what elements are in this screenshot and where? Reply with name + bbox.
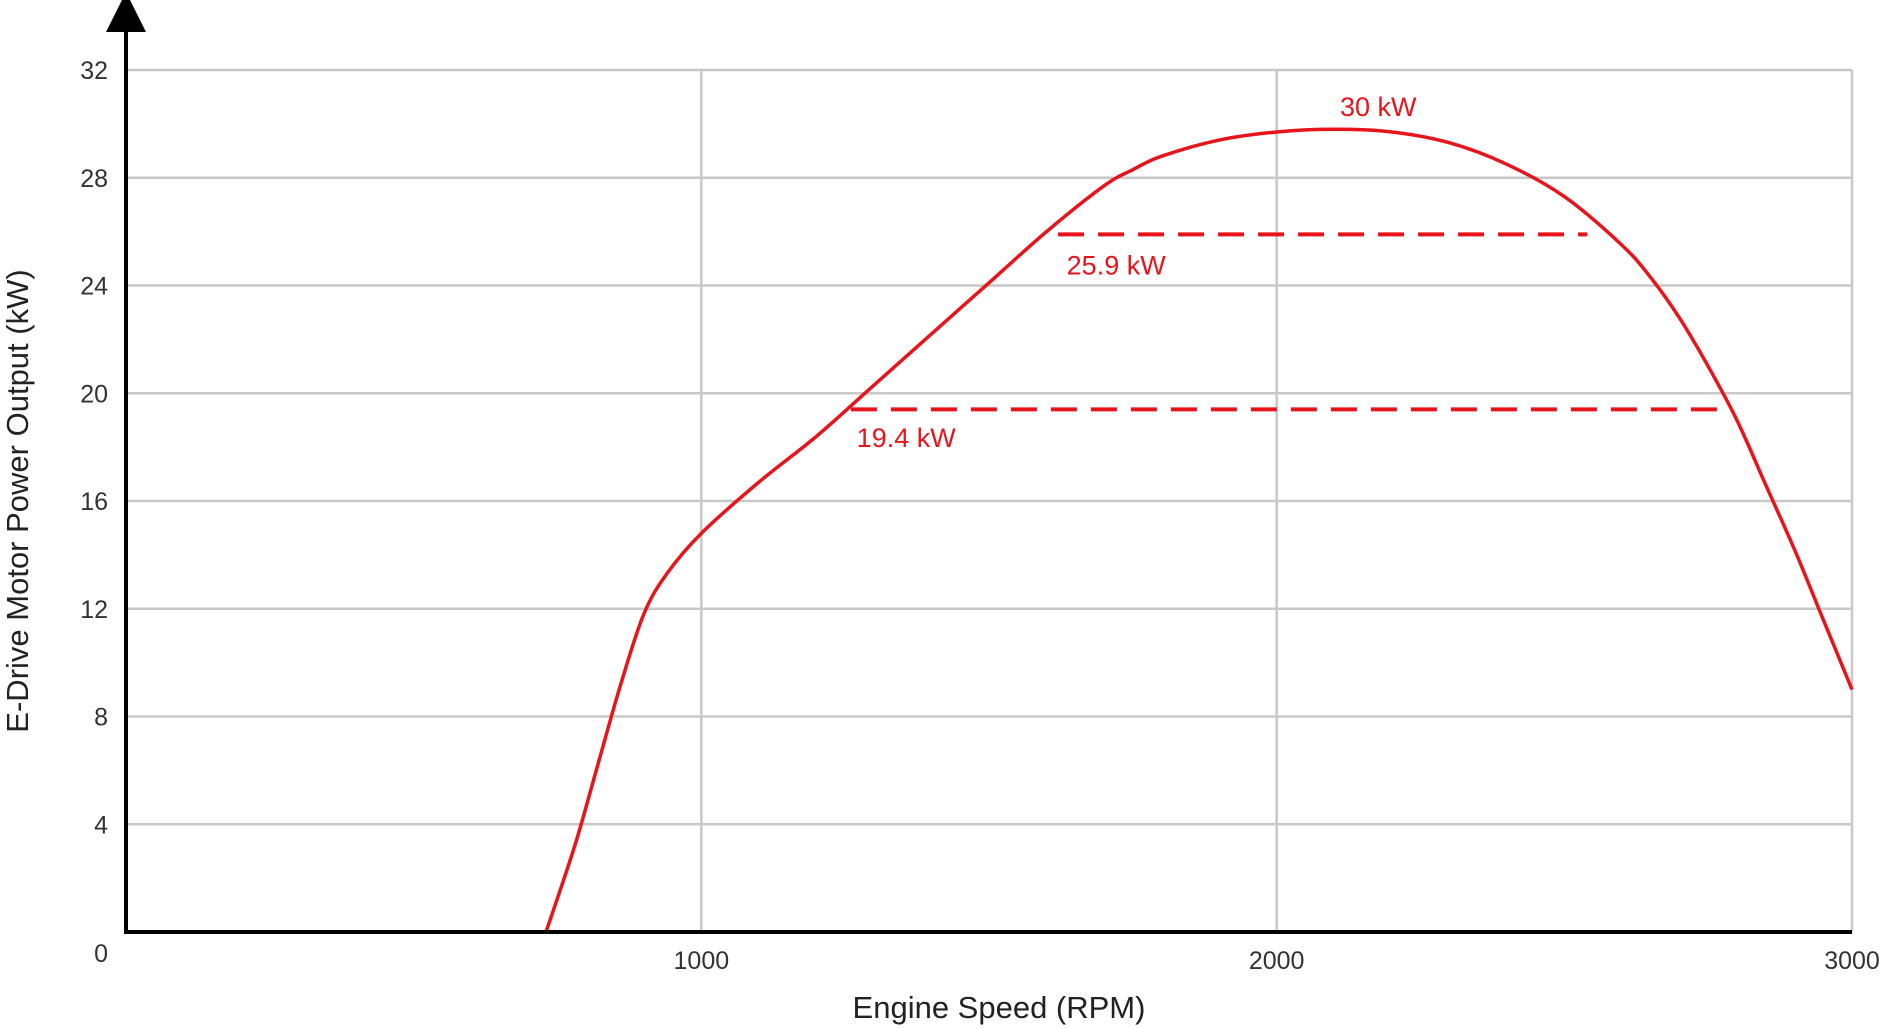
- y-axis-title: E-Drive Motor Power Output (kW): [0, 269, 35, 732]
- y-tick-label: 20: [80, 380, 108, 408]
- x-tick-label: 1000: [674, 947, 730, 975]
- power-curve-line: [544, 127, 1854, 933]
- y-tick-label: 24: [80, 273, 108, 301]
- y-tick-label: 28: [80, 165, 108, 193]
- y-tick-label: 4: [94, 811, 108, 839]
- annotation-label: 19.4 kW: [857, 423, 957, 453]
- y-tick-label: 16: [80, 488, 108, 516]
- x-tick-labels: 1000 2000 3000: [674, 947, 1880, 975]
- annotation-label: 25.9 kW: [1067, 251, 1167, 281]
- x-tick-label: 2000: [1249, 947, 1305, 975]
- x-axis-title: Engine Speed (RPM): [853, 990, 1146, 1025]
- axes: [106, 0, 1852, 934]
- reference-lines: [850, 232, 1732, 412]
- y-tick-label: 0: [94, 940, 108, 968]
- annotations: 30 kW 25.9 kW 19.4 kW: [857, 92, 1417, 453]
- y-tick-label: 8: [94, 704, 108, 732]
- y-tick-labels: 0 4 8 12 16 20 24 28 32: [80, 57, 108, 968]
- annotation-label: 30 kW: [1340, 92, 1417, 122]
- y-tick-label: 12: [80, 596, 108, 624]
- x-tick-label: 3000: [1824, 947, 1880, 975]
- gridlines: [126, 68, 1854, 932]
- y-tick-label: 32: [80, 57, 108, 85]
